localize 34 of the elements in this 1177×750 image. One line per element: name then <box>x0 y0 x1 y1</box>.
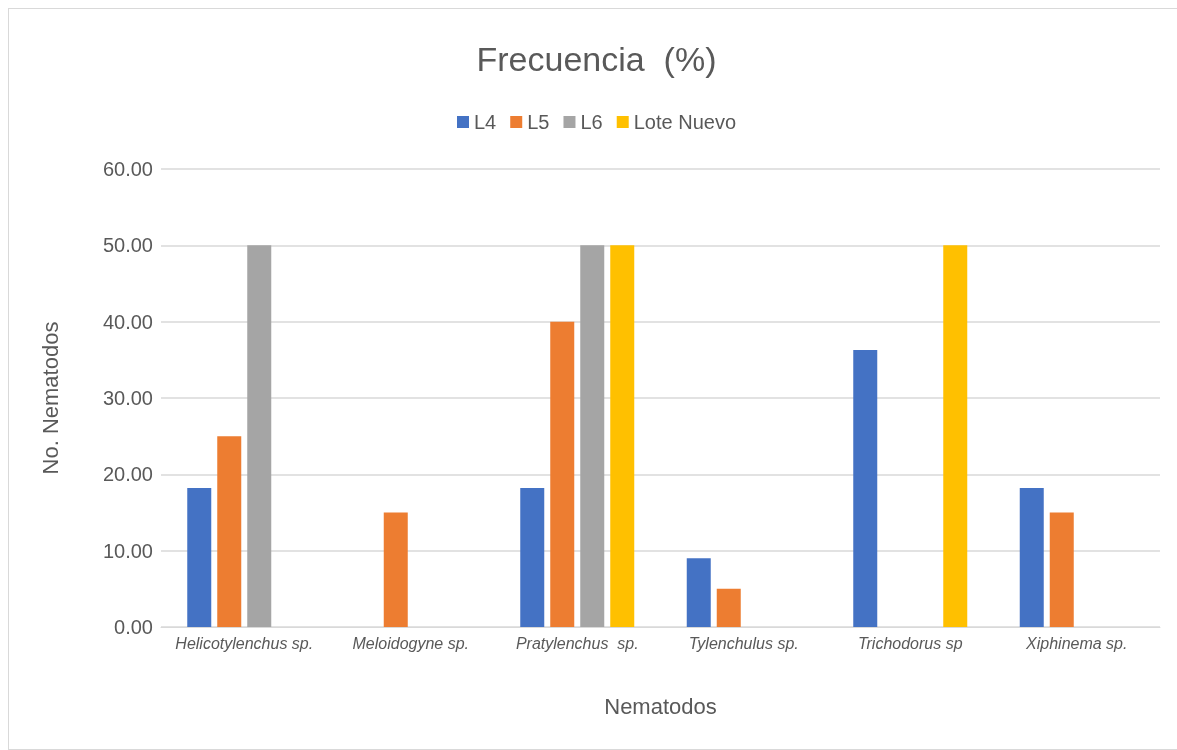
y-tick-label: 10.00 <box>102 539 153 562</box>
bar <box>383 512 408 627</box>
x-tick-label: Helicotylenchus sp. <box>175 634 314 652</box>
chart-title: Frecuencia (%) <box>476 40 717 78</box>
bar <box>1019 488 1044 627</box>
bar <box>217 436 242 627</box>
y-tick-label: 50.00 <box>102 234 153 257</box>
y-tick-label: 30.00 <box>102 387 153 409</box>
x-tick-label: Trichodorus sp <box>857 634 963 652</box>
legend-label: L6 <box>580 111 603 133</box>
y-tick-label: 0.00 <box>114 616 153 638</box>
x-tick-label: Meloidogyne sp. <box>352 634 470 652</box>
y-tick-label: 40.00 <box>102 310 153 333</box>
x-tick-label: Tylenchulus sp. <box>688 634 799 652</box>
bar <box>520 488 545 627</box>
bar <box>943 245 968 627</box>
bar <box>580 245 605 627</box>
bar <box>187 488 212 627</box>
bar <box>247 245 272 627</box>
bar <box>853 349 878 627</box>
bar <box>686 558 711 627</box>
bar <box>1049 512 1074 627</box>
y-axis-title: No. Nematodos <box>37 321 63 475</box>
y-tick-label: 20.00 <box>102 463 153 486</box>
bar <box>610 245 635 627</box>
x-axis-title: Nematodos <box>604 693 717 719</box>
legend-label: Lote Nuevo <box>633 111 737 133</box>
bar <box>716 588 741 627</box>
legend-label: L5 <box>527 111 550 133</box>
legend-label: L4 <box>473 111 497 133</box>
bar <box>550 321 575 627</box>
x-tick-label: Pratylenchus sp. <box>515 634 639 652</box>
x-tick-label: Xiphinema sp. <box>1025 634 1128 652</box>
y-tick-label: 60.00 <box>102 158 153 180</box>
